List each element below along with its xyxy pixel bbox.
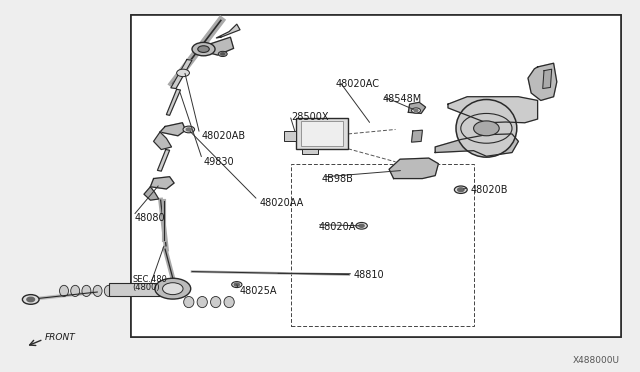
- Polygon shape: [435, 134, 518, 156]
- Text: 4B98B: 4B98B: [322, 174, 354, 183]
- Ellipse shape: [104, 285, 113, 296]
- Polygon shape: [408, 102, 426, 113]
- Circle shape: [22, 295, 39, 304]
- Text: 48025A: 48025A: [240, 286, 278, 296]
- Text: SEC.480: SEC.480: [132, 275, 167, 284]
- Polygon shape: [144, 187, 159, 200]
- Text: 48810: 48810: [354, 270, 385, 280]
- Polygon shape: [160, 123, 186, 136]
- Circle shape: [458, 188, 464, 192]
- Circle shape: [356, 222, 367, 229]
- Polygon shape: [157, 150, 170, 171]
- Text: 48020AB: 48020AB: [202, 131, 246, 141]
- Text: 48020A: 48020A: [318, 222, 355, 232]
- Circle shape: [474, 121, 499, 136]
- Text: 48020AA: 48020AA: [259, 198, 303, 208]
- Circle shape: [359, 224, 364, 227]
- Bar: [302, 149, 318, 154]
- Ellipse shape: [224, 296, 234, 308]
- Circle shape: [163, 283, 183, 295]
- Bar: [284, 131, 296, 141]
- Polygon shape: [448, 97, 538, 123]
- Text: 48080: 48080: [134, 213, 165, 222]
- Text: 48020B: 48020B: [470, 185, 508, 195]
- Circle shape: [234, 283, 239, 286]
- Polygon shape: [543, 69, 552, 89]
- Circle shape: [183, 126, 195, 133]
- Ellipse shape: [93, 285, 102, 296]
- Ellipse shape: [70, 285, 80, 296]
- Circle shape: [155, 278, 191, 299]
- Ellipse shape: [184, 296, 194, 308]
- Bar: [109, 283, 166, 296]
- Circle shape: [192, 42, 215, 56]
- Polygon shape: [389, 158, 438, 179]
- Text: X488000U: X488000U: [573, 356, 620, 365]
- Text: (4800): (4800): [132, 283, 160, 292]
- Polygon shape: [150, 177, 174, 189]
- Bar: [291, 164, 474, 326]
- Polygon shape: [412, 130, 422, 142]
- Circle shape: [186, 128, 191, 131]
- Bar: [296, 118, 348, 149]
- Text: FRONT: FRONT: [45, 333, 76, 342]
- Polygon shape: [171, 60, 192, 89]
- Ellipse shape: [211, 296, 221, 308]
- Polygon shape: [216, 24, 240, 38]
- Ellipse shape: [197, 296, 207, 308]
- Circle shape: [27, 297, 35, 302]
- Bar: [301, 121, 343, 146]
- Polygon shape: [166, 89, 180, 115]
- Circle shape: [177, 69, 189, 77]
- Circle shape: [412, 108, 420, 113]
- Text: 48020AC: 48020AC: [336, 79, 380, 89]
- Text: 48548M: 48548M: [383, 94, 422, 103]
- Circle shape: [218, 51, 227, 57]
- Polygon shape: [154, 132, 172, 150]
- Bar: [131, 15, 621, 337]
- Circle shape: [454, 186, 467, 193]
- Text: 49830: 49830: [204, 157, 234, 167]
- Polygon shape: [204, 37, 234, 55]
- Polygon shape: [528, 63, 557, 100]
- Circle shape: [198, 46, 209, 52]
- Circle shape: [232, 282, 242, 288]
- Circle shape: [414, 109, 418, 112]
- Text: 28500X: 28500X: [291, 112, 329, 122]
- Ellipse shape: [60, 285, 68, 296]
- Ellipse shape: [456, 99, 517, 157]
- Bar: [131, 15, 621, 337]
- Ellipse shape: [82, 285, 91, 296]
- Circle shape: [221, 53, 225, 55]
